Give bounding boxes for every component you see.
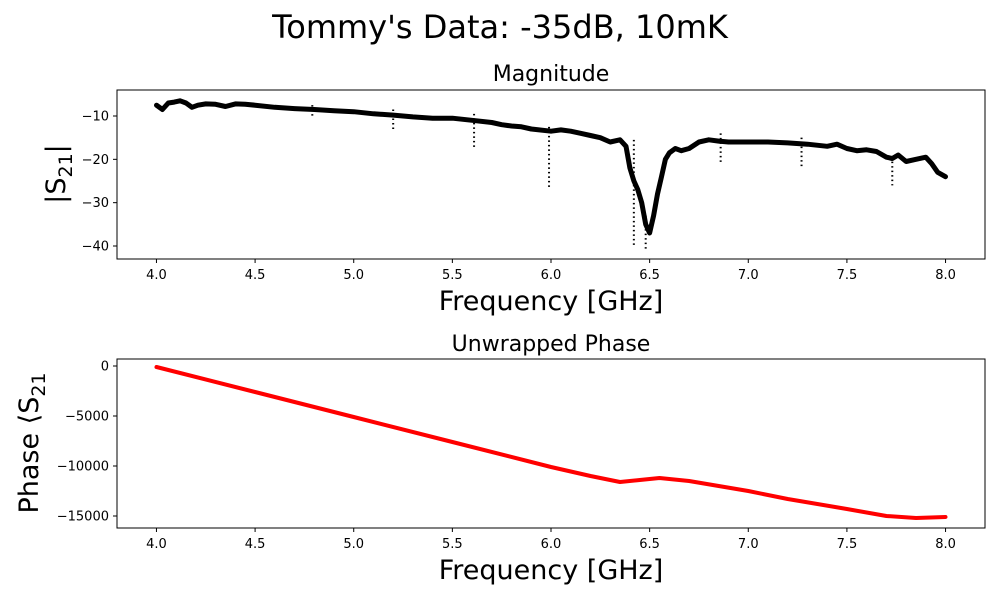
magnitude-x-tick-label: 4.5 — [245, 268, 266, 283]
magnitude-panel: Magnitude 4.0 4.5 5.0 5.5 6.0 6.5 7.0 7.5 8.0 −4… — [41, 62, 986, 317]
phase-plot-area — [154, 365, 948, 520]
magnitude-x-axis: 4.0 4.5 5.0 5.5 6.0 6.5 7.0 7.5 8.0 — [146, 259, 956, 283]
magnitude-y-tick-label: −40 — [82, 240, 109, 255]
magnitude-x-tick-label: 7.0 — [738, 268, 759, 283]
phase-x-tick-label: 7.0 — [738, 537, 759, 552]
magnitude-x-tick-label: 7.5 — [837, 268, 858, 283]
magnitude-x-tick-label: 8.0 — [935, 268, 956, 283]
phase-y-tick-label: 0 — [101, 360, 109, 375]
phase-panel: Unwrapped Phase 4.0 4.5 5.0 5.5 6.0 6.5 7.0 7.5… — [14, 332, 986, 586]
magnitude-x-tick-label: 5.0 — [343, 268, 364, 283]
phase-y-axis: 0 −5000 −10000 −15000 — [57, 360, 117, 525]
magnitude-x-tick-label: 5.5 — [442, 268, 463, 283]
magnitude-y-label: |S21| — [41, 144, 77, 204]
phase-x-label: Frequency [GHz] — [439, 555, 664, 586]
phase-x-tick-label: 6.0 — [541, 537, 562, 552]
phase-x-tick-label: 5.5 — [442, 537, 463, 552]
phase-y-tick-label: −15000 — [57, 510, 109, 525]
phase-x-tick-label: 6.5 — [639, 537, 660, 552]
phase-x-tick-label: 5.0 — [343, 537, 364, 552]
magnitude-x-tick-label: 6.5 — [639, 268, 660, 283]
phase-y-tick-label: −5000 — [65, 410, 109, 425]
magnitude-x-label: Frequency [GHz] — [439, 286, 664, 317]
phase-y-label: Phase ⟨S21 — [14, 372, 50, 513]
phase-x-tick-label: 8.0 — [935, 537, 956, 552]
magnitude-y-tick-label: −30 — [82, 196, 109, 211]
magnitude-y-tick-label: −20 — [82, 153, 109, 168]
phase-y-tick-label: −10000 — [57, 460, 109, 475]
magnitude-y-tick-label: −10 — [82, 110, 109, 125]
magnitude-title: Magnitude — [493, 62, 610, 87]
phase-x-tick-label: 7.5 — [837, 537, 858, 552]
phase-x-axis: 4.0 4.5 5.0 5.5 6.0 6.5 7.0 7.5 8.0 — [146, 528, 956, 552]
magnitude-plot-area — [154, 98, 948, 251]
phase-x-tick-label: 4.5 — [245, 537, 266, 552]
phase-data-trace — [154, 365, 948, 520]
magnitude-x-tick-label: 6.0 — [541, 268, 562, 283]
magnitude-data-trace — [154, 98, 948, 236]
magnitude-x-tick-label: 4.0 — [146, 268, 167, 283]
magnitude-y-axis: −40 −30 −20 −10 — [82, 110, 117, 255]
figure-title: Tommy's Data: -35dB, 10mK — [271, 8, 729, 46]
phase-x-tick-label: 4.0 — [146, 537, 167, 552]
phase-title: Unwrapped Phase — [452, 332, 651, 357]
